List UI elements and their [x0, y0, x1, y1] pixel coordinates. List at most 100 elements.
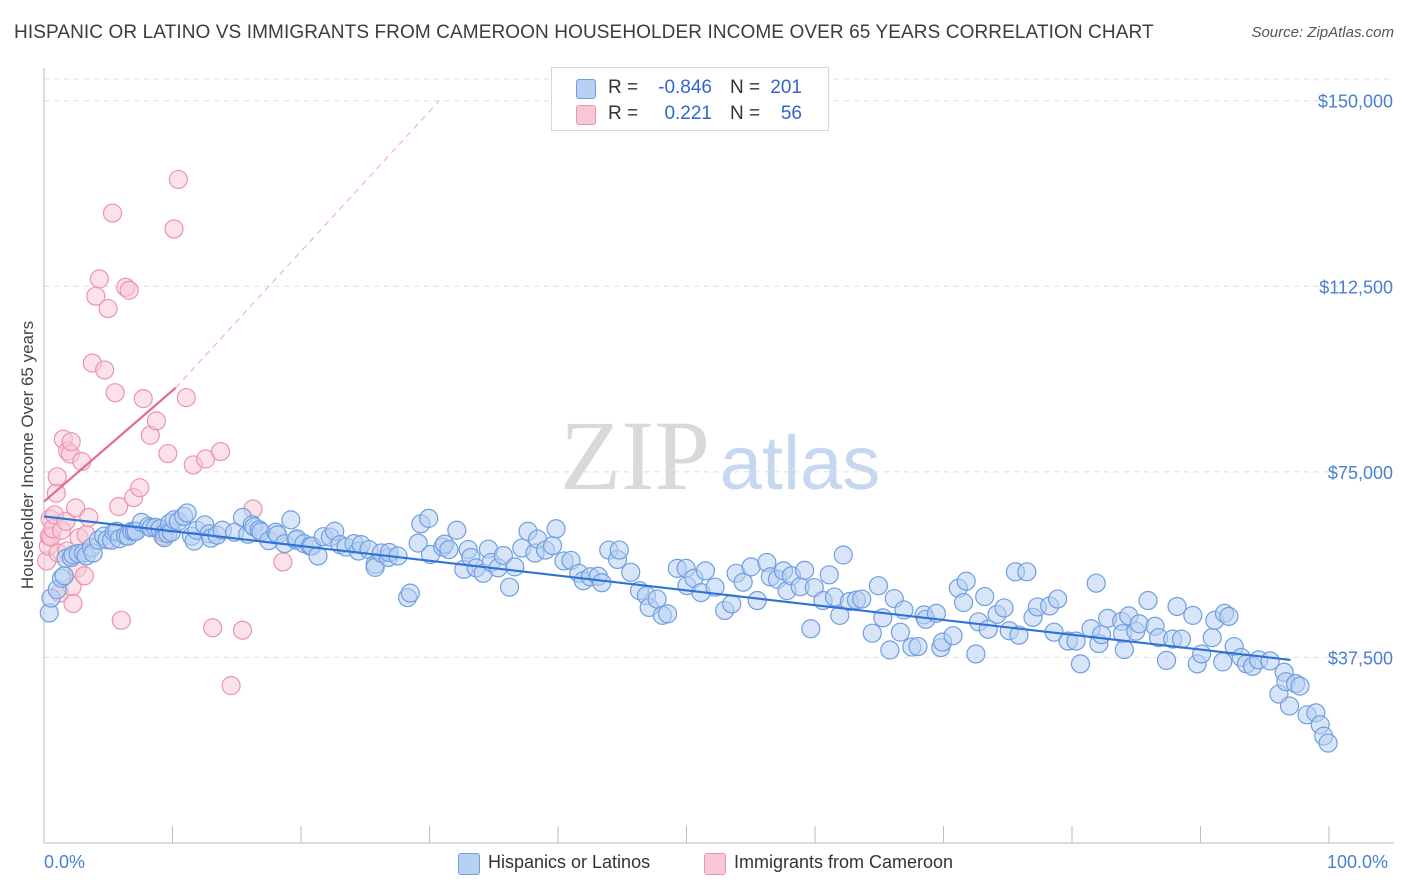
hispanic-point [943, 626, 963, 646]
x-tick-max: 100.0% [1327, 852, 1389, 872]
stats-swatch-cameroon [576, 105, 596, 125]
cameroon-point [109, 496, 129, 517]
hispanic-point [505, 557, 525, 577]
hispanic-point [493, 545, 513, 566]
hispanic-point [177, 503, 197, 523]
hispanic-point [621, 562, 641, 582]
cameroon-point [210, 441, 231, 462]
cameroon-point [66, 498, 86, 518]
hispanic-point [956, 571, 976, 591]
hispanic-point [1114, 639, 1134, 660]
axes [43, 68, 1394, 844]
hispanic-point [54, 566, 74, 586]
hispanic-point [747, 590, 767, 611]
hispanic-point [1167, 596, 1187, 617]
hispanic-point [658, 604, 678, 624]
r-value: -0.846 [658, 77, 712, 98]
hispanic-point [908, 636, 928, 657]
hispanic-point [880, 640, 900, 660]
chart-title: HISPANIC OR LATINO VS IMMIGRANTS FROM CA… [14, 22, 1154, 43]
hispanic-point [400, 583, 420, 603]
cameroon-point [105, 383, 125, 403]
trend-lines [43, 100, 1291, 662]
n-value: 201 [770, 77, 802, 98]
hispanic-point [1213, 652, 1233, 672]
hispanic-point [975, 586, 995, 607]
hispanic-point [1070, 654, 1091, 674]
cameroon-point [102, 203, 123, 223]
hispanic-point [1091, 625, 1112, 645]
cameroon-point [111, 610, 131, 630]
r-label: R = [608, 103, 639, 124]
hispanic-point [695, 561, 715, 581]
cameroon-point [74, 566, 95, 586]
hispanic-point [795, 560, 815, 580]
y-tick-label: $150,000 [1318, 92, 1393, 112]
hispanic-point [592, 573, 612, 593]
hispanic-point [1219, 606, 1239, 626]
cameroon-trend-extension [175, 100, 440, 389]
hispanic-point [852, 589, 872, 609]
x-tick-min: 0.0% [44, 852, 86, 872]
cameroon-point [130, 478, 150, 498]
cameroon-point [63, 593, 83, 614]
cameroon-point [221, 676, 241, 696]
hispanic-point [1047, 589, 1068, 609]
hispanic-point [499, 577, 520, 597]
cameroon-point [47, 467, 67, 487]
hispanic-trend-line [43, 515, 1291, 662]
grid [44, 78, 1394, 658]
r-value: 0.221 [664, 103, 712, 124]
stats-legend: R = -0.846 N = 201 R = 0.221 N = 56 [551, 67, 829, 131]
y-tick-labels: $37,500 $75,000 $112,500 $150,000 [1318, 92, 1393, 669]
legend-swatch-hispanic [458, 853, 480, 875]
cameroon-point [133, 389, 153, 409]
hispanic-point [1156, 650, 1177, 671]
n-label: N = [730, 103, 761, 124]
y-tick-label: $112,500 [1319, 277, 1393, 297]
stats-row-hispanic: R = -0.846 N = 201 [552, 76, 828, 100]
cameroon-point [164, 219, 184, 239]
hispanic-point [862, 623, 882, 643]
stats-swatch-hispanic [576, 79, 596, 99]
hispanic-point [890, 622, 910, 642]
hispanic-point [546, 519, 566, 539]
hispanic-point [609, 540, 629, 560]
hispanic-point [801, 619, 821, 639]
cameroon-point [158, 443, 178, 464]
r-label: R = [608, 77, 639, 98]
cameroon-point [95, 360, 115, 380]
hispanic-point [966, 644, 986, 664]
cameroon-point [98, 298, 118, 319]
cameroon-point [61, 432, 81, 452]
cameroon-point [176, 388, 196, 408]
y-axis-label: Householder Income Over 65 years [18, 320, 37, 590]
watermark-zip: ZIP [560, 400, 710, 511]
legend-label-cameroon: Immigrants from Cameroon [734, 852, 954, 872]
cameroon-point [168, 169, 188, 190]
hispanic-point [1290, 676, 1310, 696]
hispanic-point [830, 605, 850, 625]
hispanic-point [705, 577, 725, 597]
hispanic-point [819, 565, 839, 585]
hispanic-point [1318, 733, 1338, 753]
hispanic-point [439, 539, 459, 560]
hispanic-point [1171, 629, 1192, 649]
cameroon-point [232, 620, 253, 640]
cameroon-point [273, 552, 293, 572]
hispanic-point [733, 572, 753, 592]
hispanic-point [281, 510, 301, 530]
n-value: 56 [780, 103, 802, 124]
hispanic-point [1183, 605, 1203, 625]
hispanic-point [1009, 625, 1029, 645]
hispanic-point [868, 576, 889, 596]
hispanic-point [447, 520, 467, 540]
hispanic-point [542, 536, 563, 556]
hispanic-points [39, 503, 1338, 753]
cameroon-trend-line [43, 386, 177, 503]
hispanic-point [954, 592, 974, 613]
legend-label-hispanic: Hispanics or Latinos [488, 852, 651, 872]
cameroon-point [203, 618, 223, 638]
cameroon-point [146, 411, 167, 431]
